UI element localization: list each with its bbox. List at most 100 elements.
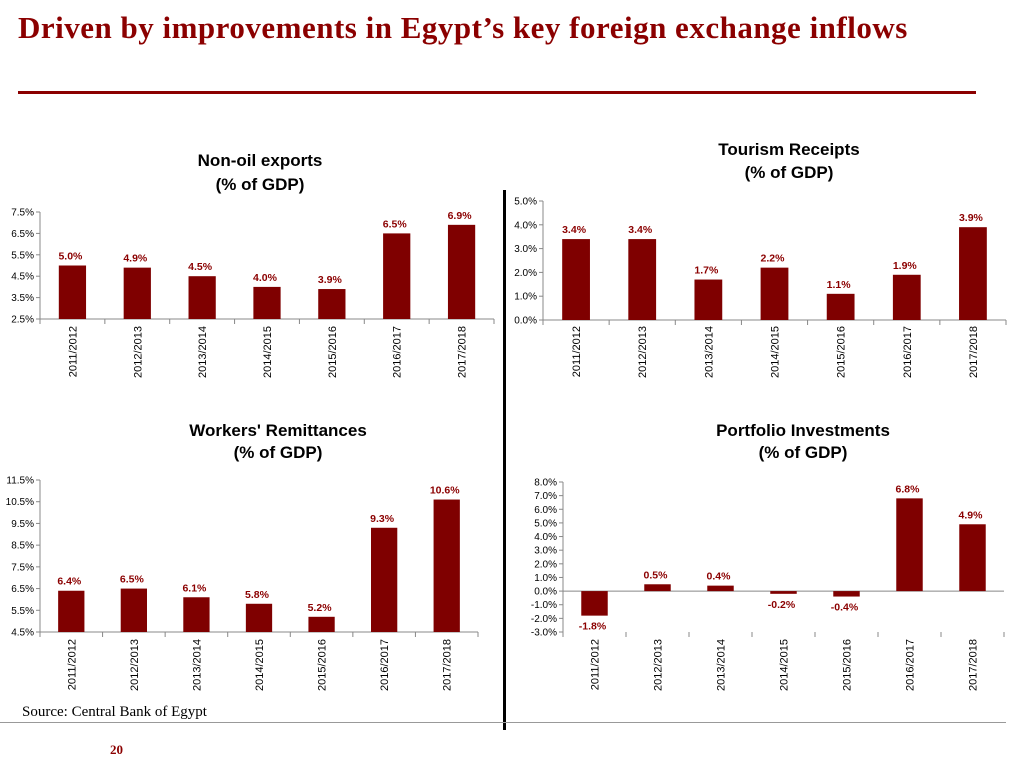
bar: [245, 603, 273, 632]
data-label: 3.4%: [628, 224, 653, 236]
y-tick-label: 10.5%: [6, 497, 34, 508]
category-label: 2013/2014: [716, 639, 728, 691]
category-label: 2011/2012: [571, 326, 583, 377]
chart-non-oil-exports: Non-oil exports (% of GDP) 2.5% 3.5% 4.5% 5.5…: [11, 151, 495, 378]
y-tick-label: 4.5%: [11, 272, 34, 283]
category-label: 2012/2013: [637, 326, 649, 378]
chart-title-line: (% of GDP): [745, 163, 834, 182]
category-label: 2011/2012: [66, 639, 78, 690]
data-label: 4.9%: [123, 253, 148, 265]
chart-workers-remittances: Workers' Remittances (% of GDP) 4.5% 5.5% 6.…: [6, 421, 479, 691]
data-label: 4.5%: [188, 261, 213, 273]
bar: [318, 289, 346, 319]
category-label: 2016/2017: [392, 326, 404, 378]
bar: [644, 584, 671, 592]
category-label: 2014/2015: [770, 326, 782, 378]
data-label: 2.2%: [761, 253, 786, 265]
vertical-divider: [503, 190, 506, 730]
category-label: 2015/2016: [327, 326, 339, 378]
category-label: 2017/2018: [968, 326, 980, 378]
category-label: 2013/2014: [191, 639, 203, 691]
category-label: 2014/2015: [254, 639, 266, 691]
bar: [183, 597, 210, 632]
chart-title-line: Portfolio Investments: [716, 421, 890, 440]
bar: [896, 498, 923, 592]
data-label: 5.0%: [58, 251, 83, 263]
category-label: 2011/2012: [67, 326, 79, 377]
y-tick-label: 5.0%: [514, 197, 537, 208]
y-tick-label: 6.5%: [11, 229, 34, 240]
bar: [770, 591, 797, 594]
chart-tourism-receipts: Tourism Receipts (% of GDP) 0.0% 1.0% 2.0% 3.…: [514, 140, 1007, 378]
data-label: 6.8%: [896, 483, 921, 495]
category-label: 2015/2016: [836, 326, 848, 378]
y-tick-label: 6.0%: [534, 505, 557, 516]
category-label: 2013/2014: [703, 326, 715, 378]
y-tick-label: 3.0%: [534, 546, 557, 557]
y-tick-label: 4.0%: [514, 220, 537, 231]
data-label: -0.4%: [831, 602, 859, 614]
chart-title-line: (% of GDP): [216, 175, 305, 194]
y-tick-label: 3.5%: [11, 293, 34, 304]
data-label: -0.2%: [768, 599, 796, 611]
bar: [581, 591, 608, 616]
data-label: 5.2%: [308, 602, 333, 614]
data-label: 3.4%: [562, 224, 587, 236]
bar: [892, 274, 921, 320]
category-label: 2011/2012: [590, 639, 602, 690]
bar: [826, 293, 855, 320]
data-label: 1.1%: [827, 279, 852, 291]
category-label: 2015/2016: [317, 639, 329, 691]
data-label: 6.1%: [182, 582, 207, 594]
bar: [188, 276, 216, 319]
data-label: 1.7%: [694, 265, 719, 277]
category-label: 2014/2015: [262, 326, 274, 378]
y-tick-label: 0.0%: [514, 316, 537, 327]
bar: [383, 233, 411, 319]
y-tick-label: 8.0%: [534, 478, 557, 489]
data-label: 5.8%: [245, 589, 270, 601]
bar: [433, 499, 460, 632]
horizontal-divider: [0, 722, 1006, 723]
y-tick-label: 7.0%: [534, 491, 557, 502]
data-label: -1.8%: [579, 621, 607, 633]
bar: [120, 588, 147, 632]
chart-title-line: Workers' Remittances: [189, 421, 367, 440]
y-tick-label: 1.0%: [514, 292, 537, 303]
data-label: 10.6%: [430, 485, 460, 497]
data-label: 4.9%: [959, 509, 984, 521]
bar: [58, 590, 85, 632]
y-tick-label: -3.0%: [531, 628, 557, 639]
y-tick-label: 2.0%: [534, 559, 557, 570]
chart-title-line: (% of GDP): [759, 443, 848, 462]
y-tick-label: 5.5%: [11, 250, 34, 261]
data-label: 9.3%: [370, 513, 395, 525]
y-tick-label: 4.0%: [534, 532, 557, 543]
category-label: 2012/2013: [653, 639, 665, 691]
bar: [959, 227, 987, 320]
chart-title-line: Non-oil exports: [198, 151, 323, 170]
bar: [447, 224, 476, 319]
category-label: 2012/2013: [129, 639, 141, 691]
title-underline: [18, 91, 976, 94]
chart-title-line: (% of GDP): [234, 443, 323, 462]
bar: [760, 267, 789, 320]
bar: [833, 591, 860, 597]
y-tick-label: 5.0%: [534, 518, 557, 529]
data-label: 1.9%: [893, 260, 918, 272]
category-label: 2014/2015: [779, 639, 791, 691]
category-label: 2013/2014: [197, 326, 209, 378]
y-tick-label: 11.5%: [6, 476, 34, 487]
chart-portfolio-investments: Portfolio Investments (% of GDP) -3.0% -2.0…: [531, 421, 1005, 691]
data-label: 0.5%: [644, 569, 669, 581]
bar: [371, 527, 398, 632]
y-tick-label: 7.5%: [11, 562, 34, 573]
y-tick-label: 1.0%: [534, 573, 557, 584]
category-label: 2016/2017: [905, 639, 917, 691]
category-label: 2016/2017: [902, 326, 914, 378]
y-tick-label: 6.5%: [11, 584, 34, 595]
y-tick-label: 3.0%: [514, 244, 537, 255]
category-label: 2017/2018: [442, 639, 454, 691]
y-tick-label: 2.0%: [514, 268, 537, 279]
data-label: 6.5%: [383, 218, 408, 230]
